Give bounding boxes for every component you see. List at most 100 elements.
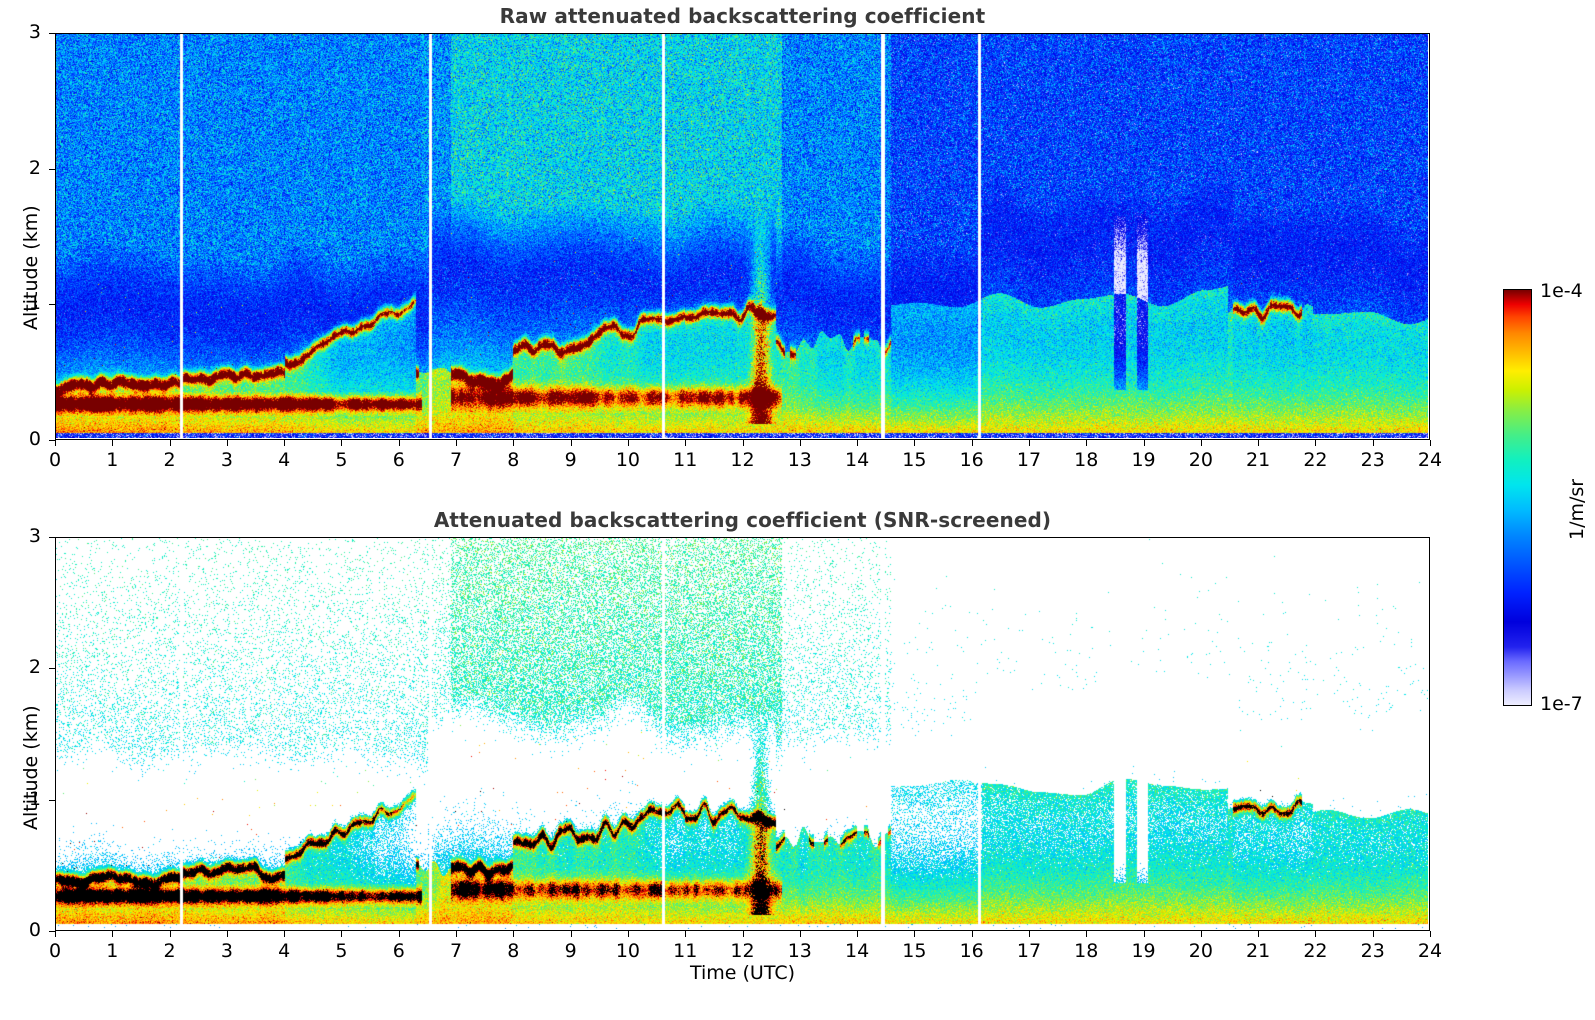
x-tick — [284, 931, 286, 937]
x-tick — [1143, 440, 1145, 446]
panel-title-screened: Attenuated backscattering coefficient (S… — [433, 508, 1052, 532]
y-tick — [49, 304, 55, 306]
y-tick — [49, 440, 55, 441]
x-tick — [1258, 440, 1260, 446]
y-tick-label: 3 — [28, 21, 41, 43]
x-tick-label: 0 — [48, 940, 62, 962]
x-tick — [112, 931, 114, 937]
x-tick — [1372, 440, 1374, 446]
x-tick-label: 10 — [615, 449, 640, 471]
x-tick — [1028, 931, 1030, 937]
x-tick — [971, 931, 973, 937]
x-tick-label: 19 — [1131, 449, 1156, 471]
x-tick-label: 4 — [278, 449, 291, 471]
x-tick — [398, 440, 400, 446]
x-tick — [112, 440, 114, 446]
x-tick-label: 22 — [1303, 449, 1328, 471]
x-tick — [456, 931, 458, 937]
y-tick — [49, 33, 55, 34]
x-tick-label: 15 — [902, 940, 927, 962]
x-tick-label: 8 — [507, 449, 520, 471]
x-tick-label: 1 — [106, 940, 119, 962]
x-tick-label: 16 — [959, 449, 984, 471]
y-tick-label: 1 — [28, 787, 41, 810]
x-tick — [799, 931, 801, 937]
x-tick — [914, 440, 916, 446]
x-tick — [799, 440, 801, 446]
x-tick-label: 10 — [615, 940, 640, 962]
x-tick-label: 13 — [787, 449, 812, 471]
x-tick — [284, 440, 286, 446]
y-axis-label-raw: Altitude (km) — [20, 205, 42, 330]
colorbar — [1503, 289, 1532, 706]
x-tick — [627, 440, 629, 446]
x-tick — [1315, 931, 1317, 937]
x-tick — [513, 931, 515, 937]
x-tick-label: 18 — [1074, 449, 1099, 471]
x-tick — [1200, 931, 1202, 937]
x-tick-label: 15 — [902, 449, 927, 471]
panel-title-raw: Raw attenuated backscattering coefficien… — [499, 4, 986, 28]
x-tick-label: 17 — [1016, 940, 1042, 962]
x-tick-label: 6 — [392, 940, 405, 962]
x-tick — [742, 440, 744, 446]
heatmap-raw — [55, 33, 1430, 440]
colorbar-max-label: 1e-4 — [1540, 280, 1583, 302]
x-tick-label: 20 — [1188, 449, 1213, 471]
x-axis-label: Time (UTC) — [689, 962, 796, 984]
x-tick — [169, 931, 171, 937]
x-tick-label: 16 — [959, 940, 984, 962]
x-tick — [398, 931, 400, 937]
y-tick-label: 1 — [28, 292, 41, 315]
x-tick — [169, 440, 171, 446]
x-tick-label: 5 — [335, 449, 348, 471]
colorbar-gradient — [1503, 289, 1532, 706]
x-tick — [685, 931, 687, 937]
x-tick — [1086, 931, 1088, 937]
y-axis-label-screened: Altitude (km) — [20, 705, 42, 830]
x-tick-label: 4 — [278, 940, 291, 962]
x-tick-label: 3 — [220, 940, 233, 962]
x-tick — [685, 440, 687, 446]
x-tick — [857, 440, 859, 446]
x-tick — [1143, 931, 1145, 937]
x-tick-label: 2 — [163, 940, 176, 962]
x-tick-label: 19 — [1131, 940, 1156, 962]
x-tick-label: 12 — [730, 449, 755, 471]
x-tick — [1028, 440, 1030, 446]
x-tick-label: 24 — [1417, 940, 1443, 962]
x-tick-label: 13 — [787, 940, 812, 962]
x-tick-label: 3 — [220, 449, 233, 471]
x-tick-label: 5 — [335, 940, 348, 962]
x-tick — [341, 931, 343, 937]
x-tick-label: 0 — [48, 449, 62, 471]
x-tick-label: 24 — [1417, 449, 1443, 471]
x-tick-label: 21 — [1246, 449, 1271, 471]
y-tick — [49, 537, 55, 538]
x-tick — [55, 440, 56, 446]
x-tick — [1200, 440, 1202, 446]
x-tick — [1430, 440, 1431, 446]
y-tick-label: 0 — [28, 428, 41, 450]
x-tick — [1315, 440, 1317, 446]
x-tick — [1430, 931, 1431, 937]
y-tick-label: 2 — [28, 656, 41, 679]
x-tick-label: 17 — [1016, 449, 1042, 471]
x-tick-label: 18 — [1074, 940, 1099, 962]
x-tick-label: 9 — [564, 449, 577, 471]
x-tick-label: 22 — [1303, 940, 1328, 962]
x-tick — [914, 931, 916, 937]
colorbar-min-label: 1e-7 — [1540, 693, 1583, 715]
x-tick-label: 1 — [106, 449, 119, 471]
x-tick — [55, 931, 56, 937]
x-tick-label: 11 — [673, 449, 698, 471]
x-tick-label: 9 — [564, 940, 577, 962]
heatmap-screened — [55, 537, 1430, 931]
y-tick — [49, 168, 55, 170]
x-tick-label: 23 — [1360, 940, 1385, 962]
x-tick — [226, 931, 228, 937]
x-tick — [1086, 440, 1088, 446]
x-tick-label: 21 — [1246, 940, 1271, 962]
x-tick — [513, 440, 515, 446]
